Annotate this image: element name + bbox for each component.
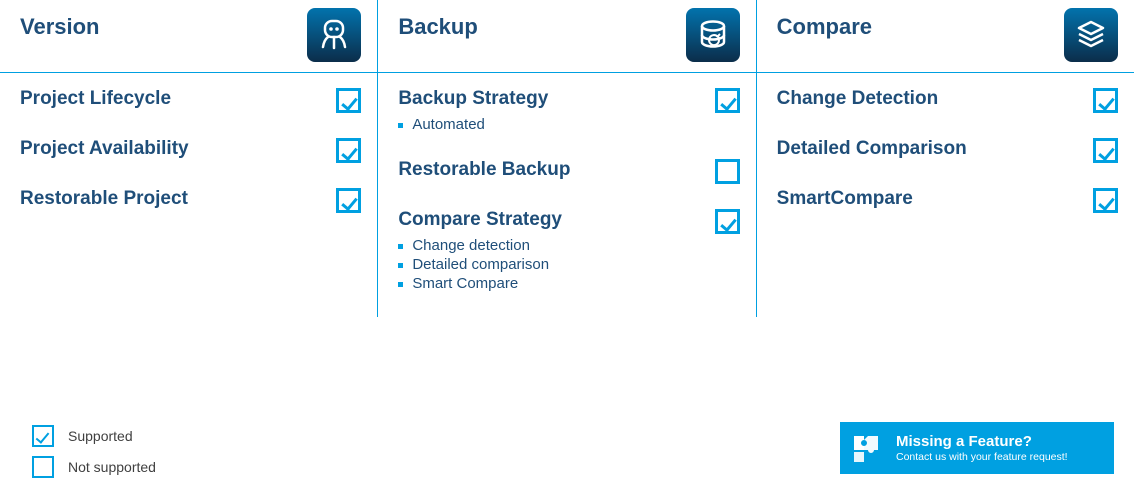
feature-title: Compare Strategy — [398, 208, 714, 232]
legend: Supported Not supported — [32, 424, 156, 486]
feature-title: Detailed Comparison — [777, 137, 1093, 161]
feature-title: Project Lifecycle — [20, 87, 336, 111]
database-restore-icon — [686, 8, 740, 62]
checkbox-supported-icon — [336, 138, 361, 163]
checkbox-supported-icon — [32, 425, 54, 447]
puzzle-icon — [850, 430, 886, 466]
column-title: Compare — [777, 14, 872, 40]
feature-row: SmartCompare — [777, 187, 1118, 213]
feature-row: Project Lifecycle — [20, 87, 361, 113]
column-version: Version Project Lifecycle Project Availab… — [0, 0, 377, 317]
feature-subitem: Detailed comparison — [398, 255, 714, 274]
feature-row: Restorable Project — [20, 187, 361, 213]
octopus-icon — [307, 8, 361, 62]
checkbox-unsupported-icon — [32, 456, 54, 478]
feature-row: Project Availability — [20, 137, 361, 163]
feature-subitem: Change detection — [398, 236, 714, 255]
cta-subtitle: Contact us with your feature request! — [896, 451, 1068, 463]
feature-row: Restorable Backup — [398, 158, 739, 184]
column-compare: Compare Change Detection Detailed Compari… — [756, 0, 1134, 317]
feature-row: Compare Strategy Change detectionDetailed… — [398, 208, 739, 293]
column-body: Backup Strategy Automated Restorable Backu… — [378, 73, 755, 293]
checkbox-supported-icon — [715, 209, 740, 234]
feature-subitem: Automated — [398, 115, 714, 134]
feature-title: SmartCompare — [777, 187, 1093, 211]
feature-row: Change Detection — [777, 87, 1118, 113]
feature-sublist: Automated — [398, 115, 714, 134]
column-body: Change Detection Detailed Comparison Smart… — [757, 73, 1134, 213]
cta-title: Missing a Feature? — [896, 433, 1068, 450]
missing-feature-cta[interactable]: Missing a Feature? Contact us with your … — [840, 422, 1114, 474]
checkbox-supported-icon — [336, 88, 361, 113]
feature-title: Restorable Project — [20, 187, 336, 211]
checkbox-supported-icon — [715, 88, 740, 113]
column-title: Version — [20, 14, 99, 40]
checkbox-supported-icon — [1093, 188, 1118, 213]
column-header: Backup — [378, 0, 755, 73]
legend-unsupported-label: Not supported — [68, 459, 156, 475]
checkbox-supported-icon — [1093, 138, 1118, 163]
feature-subitem: Smart Compare — [398, 274, 714, 293]
feature-title: Change Detection — [777, 87, 1093, 111]
feature-sublist: Change detectionDetailed comparisonSmart… — [398, 236, 714, 293]
legend-unsupported: Not supported — [32, 455, 156, 478]
cta-text: Missing a Feature? Contact us with your … — [896, 433, 1068, 462]
legend-supported: Supported — [32, 424, 156, 447]
column-body: Project Lifecycle Project Availability Res… — [0, 73, 377, 213]
column-backup: Backup Backup Strategy Automated Restorabl… — [377, 0, 755, 317]
layers-icon — [1064, 8, 1118, 62]
feature-title: Restorable Backup — [398, 158, 714, 182]
column-header: Version — [0, 0, 377, 73]
feature-title: Project Availability — [20, 137, 336, 161]
checkbox-supported-icon — [1093, 88, 1118, 113]
checkbox-unsupported-icon — [715, 159, 740, 184]
feature-row: Detailed Comparison — [777, 137, 1118, 163]
column-header: Compare — [757, 0, 1134, 73]
checkbox-supported-icon — [336, 188, 361, 213]
feature-title: Backup Strategy — [398, 87, 714, 111]
legend-supported-label: Supported — [68, 428, 133, 444]
feature-row: Backup Strategy Automated — [398, 87, 739, 134]
column-title: Backup — [398, 14, 477, 40]
